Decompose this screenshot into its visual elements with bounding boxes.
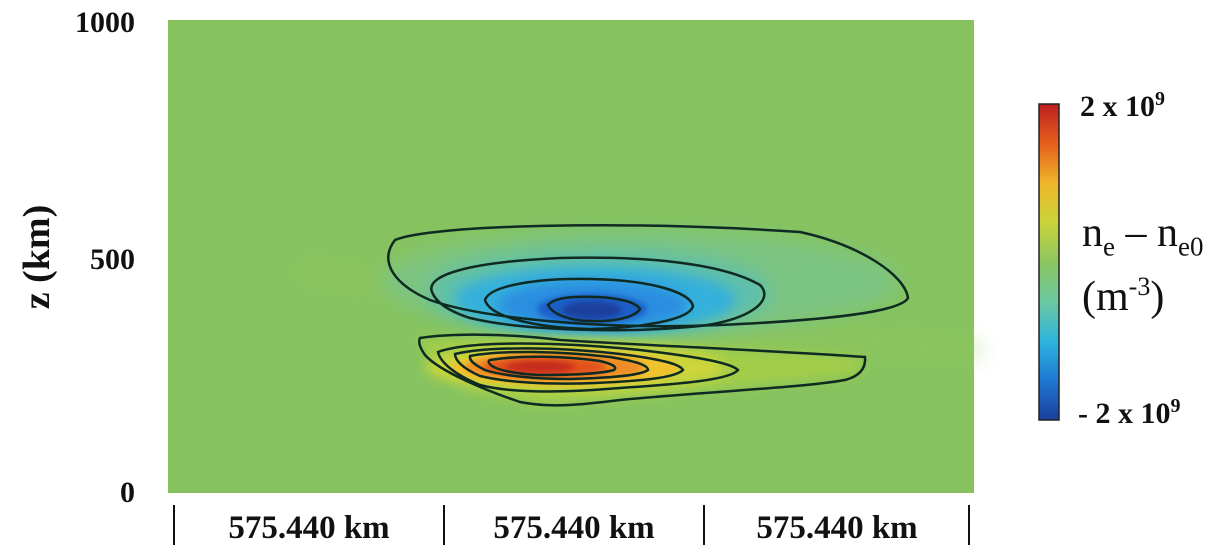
colorbar-min-label: - 2 x 109 — [1078, 395, 1181, 430]
contour-positive-1 — [417, 333, 867, 407]
contour-negative-2 — [430, 256, 766, 332]
x-separator — [968, 505, 970, 545]
contour-positive-2 — [436, 342, 740, 393]
y-axis-label: z (km) — [16, 204, 58, 310]
colorbar — [1038, 103, 1060, 421]
contour-negative-4 — [546, 295, 642, 323]
y-tick-500: 500 — [90, 243, 135, 276]
contour-lines — [387, 224, 910, 407]
x-category-label: 575.440 km — [493, 510, 655, 546]
colorbar-quantity-label: ne – ne0 — [1082, 210, 1204, 262]
x-category-label: 575.440 km — [756, 510, 918, 546]
x-separator — [703, 505, 705, 545]
background-ridge — [300, 260, 980, 360]
x-separator — [173, 505, 175, 545]
contour-positive-5 — [487, 355, 617, 377]
y-tick-0: 0 — [120, 476, 135, 509]
contour-negative-3 — [483, 277, 695, 331]
x-separator — [443, 505, 445, 545]
contour-positive-4 — [468, 350, 650, 381]
colorbar-max-label: 2 x 109 — [1080, 88, 1165, 123]
contour-positive-3 — [453, 347, 685, 385]
y-tick-1000: 1000 — [75, 6, 135, 39]
colorbar-unit-label: (m-3) — [1082, 272, 1165, 320]
x-category-label: 575.440 km — [228, 510, 390, 546]
